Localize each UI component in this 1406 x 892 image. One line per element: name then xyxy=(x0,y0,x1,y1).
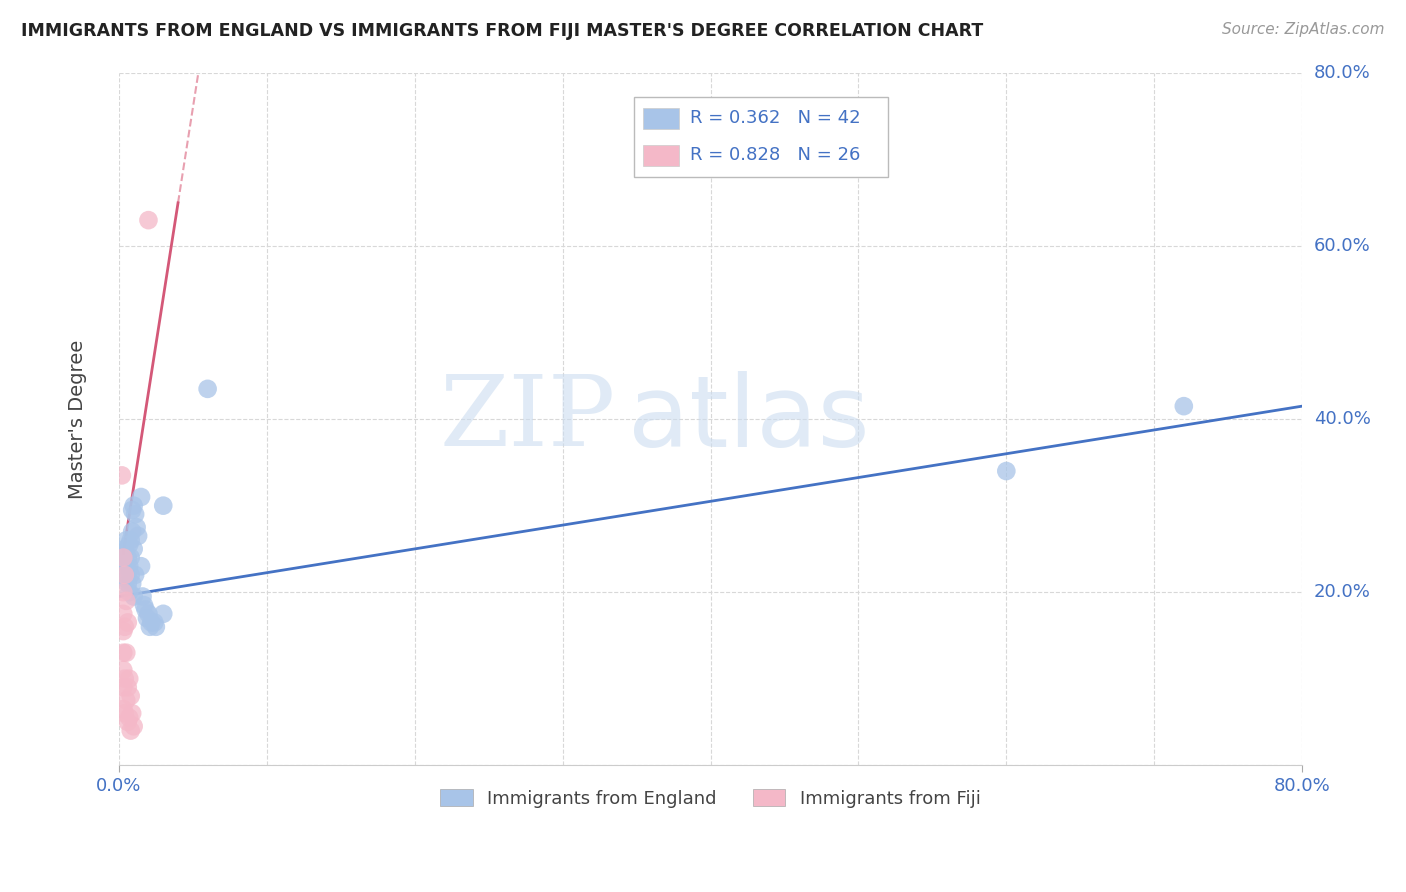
Text: 20.0%: 20.0% xyxy=(1315,583,1371,601)
Immigrants from Fiji xyxy=(118,672,141,686)
Immigrants from Fiji xyxy=(114,672,136,686)
Immigrants from England xyxy=(145,620,167,634)
Immigrants from Fiji xyxy=(114,620,136,634)
Text: 40.0%: 40.0% xyxy=(1315,410,1371,428)
Immigrants from England xyxy=(115,572,138,586)
Text: IMMIGRANTS FROM ENGLAND VS IMMIGRANTS FROM FIJI MASTER'S DEGREE CORRELATION CHAR: IMMIGRANTS FROM ENGLAND VS IMMIGRANTS FR… xyxy=(21,22,983,40)
Immigrants from England xyxy=(136,611,159,625)
Immigrants from England xyxy=(127,529,149,543)
Immigrants from England xyxy=(115,533,138,548)
Immigrants from England xyxy=(134,602,156,616)
Immigrants from England xyxy=(120,567,142,582)
Text: R = 0.828   N = 26: R = 0.828 N = 26 xyxy=(690,145,860,164)
Text: Source: ZipAtlas.com: Source: ZipAtlas.com xyxy=(1222,22,1385,37)
Immigrants from England xyxy=(118,538,141,552)
Immigrants from England xyxy=(112,546,135,560)
Immigrants from Fiji xyxy=(112,550,135,565)
Immigrants from Fiji xyxy=(117,681,139,695)
Immigrants from Fiji xyxy=(121,706,143,721)
Immigrants from England xyxy=(117,550,139,565)
Text: 60.0%: 60.0% xyxy=(1315,237,1371,255)
Text: ZIP: ZIP xyxy=(440,371,616,467)
Immigrants from England xyxy=(125,520,148,534)
Immigrants from Fiji xyxy=(112,585,135,599)
Immigrants from England xyxy=(197,382,219,396)
Immigrants from Fiji xyxy=(115,646,138,660)
Immigrants from Fiji xyxy=(138,213,160,227)
Text: R = 0.362   N = 42: R = 0.362 N = 42 xyxy=(690,109,860,127)
FancyBboxPatch shape xyxy=(643,108,679,129)
Immigrants from England xyxy=(124,508,146,522)
Text: 80.0%: 80.0% xyxy=(1315,64,1371,82)
Immigrants from England xyxy=(122,499,145,513)
Immigrants from Fiji xyxy=(112,702,135,716)
Immigrants from England xyxy=(117,576,139,591)
Immigrants from England xyxy=(117,567,139,582)
Immigrants from Fiji xyxy=(114,567,136,582)
Immigrants from Fiji xyxy=(112,607,135,621)
Immigrants from England xyxy=(121,524,143,539)
Immigrants from England xyxy=(1173,399,1195,413)
Immigrants from Fiji xyxy=(117,714,139,729)
Immigrants from Fiji xyxy=(111,468,134,483)
Text: Master's Degree: Master's Degree xyxy=(67,340,87,499)
FancyBboxPatch shape xyxy=(643,145,679,166)
Immigrants from Fiji xyxy=(120,689,142,703)
Immigrants from England xyxy=(124,567,146,582)
Immigrants from England xyxy=(114,555,136,569)
Immigrants from England xyxy=(121,576,143,591)
Immigrants from Fiji xyxy=(112,663,135,677)
Immigrants from England xyxy=(121,503,143,517)
Immigrants from England xyxy=(114,541,136,556)
Immigrants from England xyxy=(118,559,141,574)
Immigrants from England xyxy=(120,550,142,565)
Immigrants from England xyxy=(141,615,163,630)
Immigrants from England xyxy=(122,590,145,604)
Immigrants from England xyxy=(122,541,145,556)
Immigrants from England xyxy=(129,490,152,504)
Immigrants from Fiji xyxy=(115,693,138,707)
Immigrants from England xyxy=(118,585,141,599)
Immigrants from Fiji xyxy=(118,711,141,725)
Immigrants from Fiji xyxy=(112,681,135,695)
Immigrants from England xyxy=(120,533,142,548)
Immigrants from England xyxy=(152,499,174,513)
Immigrants from Fiji xyxy=(115,594,138,608)
Immigrants from England xyxy=(115,559,138,574)
Immigrants from Fiji xyxy=(114,706,136,721)
Immigrants from England xyxy=(138,607,160,621)
Immigrants from England xyxy=(132,598,155,612)
Immigrants from Fiji xyxy=(122,719,145,733)
Immigrants from Fiji xyxy=(120,723,142,738)
Text: atlas: atlas xyxy=(627,371,869,467)
Immigrants from England xyxy=(131,590,153,604)
Immigrants from England xyxy=(111,546,134,560)
Immigrants from England xyxy=(143,615,166,630)
Legend: Immigrants from England, Immigrants from Fiji: Immigrants from England, Immigrants from… xyxy=(433,781,988,815)
Immigrants from England xyxy=(139,620,162,634)
Immigrants from England xyxy=(152,607,174,621)
Immigrants from Fiji xyxy=(117,615,139,630)
Immigrants from England xyxy=(129,559,152,574)
Immigrants from Fiji xyxy=(112,624,135,639)
Immigrants from Fiji xyxy=(112,646,135,660)
FancyBboxPatch shape xyxy=(634,97,889,177)
Immigrants from England xyxy=(995,464,1018,478)
